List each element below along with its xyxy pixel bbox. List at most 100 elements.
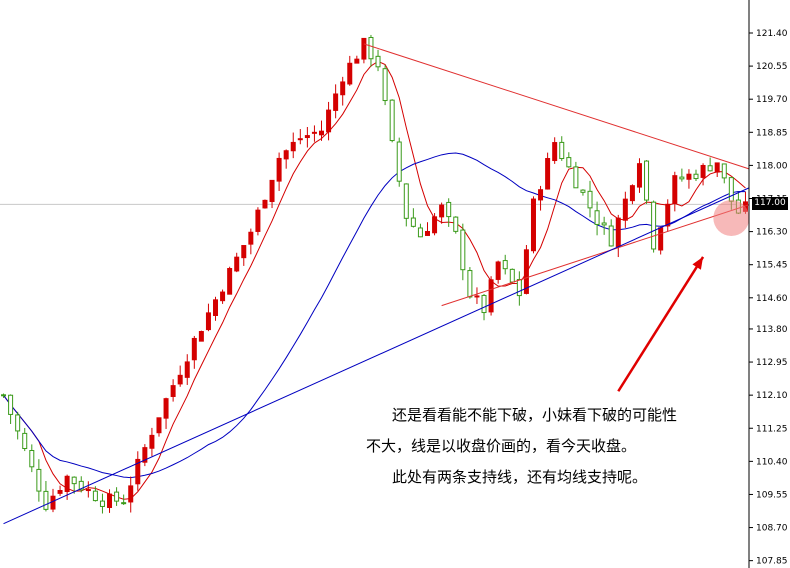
current-price-label: 117.00 — [752, 197, 788, 210]
candle-body — [417, 227, 423, 238]
candle-body — [128, 485, 134, 503]
candle-body — [382, 68, 388, 102]
candle-body — [213, 299, 219, 316]
candle-body — [559, 141, 565, 160]
candle-body — [191, 337, 197, 361]
candle-body — [714, 162, 720, 173]
candle-body — [502, 260, 508, 270]
candle-body — [545, 158, 551, 190]
candle-body — [36, 468, 42, 492]
candle-body — [319, 130, 325, 136]
candle-body — [368, 36, 374, 60]
price-tick-label: 110.40 — [756, 457, 788, 467]
candle-body — [481, 294, 487, 314]
candle-body — [177, 374, 183, 385]
candle-body — [651, 201, 657, 250]
price-tick-label: 112.10 — [756, 391, 788, 401]
candle-body — [693, 173, 699, 180]
candle-body — [700, 164, 706, 178]
candle-body — [453, 216, 459, 232]
candle-body — [269, 179, 275, 203]
price-tick-label: 107.85 — [756, 557, 788, 567]
highlight-circle — [713, 199, 750, 236]
candle-body — [672, 175, 678, 204]
candle-body — [135, 458, 141, 485]
candle-body — [375, 55, 381, 68]
price-tick-label: 121.40 — [756, 29, 788, 39]
candle-body — [644, 160, 650, 201]
candle-body — [460, 229, 466, 271]
candle-body — [622, 198, 628, 221]
candle-body — [163, 398, 169, 419]
candle-body — [523, 249, 529, 294]
candle-body — [304, 135, 310, 139]
candle-body — [43, 490, 49, 510]
candle-body — [15, 414, 21, 432]
candle-body — [92, 490, 98, 502]
candle-body — [311, 131, 317, 134]
price-tick-label: 115.45 — [756, 261, 788, 271]
candle-body — [170, 385, 176, 397]
price-tick-label: 108.70 — [756, 524, 788, 534]
candle-body — [389, 99, 395, 142]
price-tick-label: 118.00 — [756, 161, 788, 171]
candle-body — [22, 432, 28, 449]
upper-resistance-line — [363, 43, 750, 170]
candle-body — [721, 163, 727, 179]
candle-body — [347, 62, 353, 85]
arrow-shaft — [617, 256, 705, 392]
candle-body — [488, 279, 494, 313]
candle-body — [198, 331, 204, 342]
candle-body — [121, 502, 127, 505]
candle-body — [29, 449, 35, 468]
candle-body — [283, 150, 289, 160]
candle-body — [262, 199, 268, 209]
candle-body — [679, 176, 685, 180]
candle-body — [601, 222, 607, 226]
long-moving-average — [3, 152, 746, 479]
candle-body — [495, 261, 501, 280]
candle-body — [297, 138, 303, 141]
candle-body — [686, 173, 692, 180]
price-tick-label: 109.55 — [756, 490, 788, 500]
moving-averages — [3, 60, 746, 500]
candle-body — [530, 198, 536, 252]
candle-body — [728, 177, 734, 202]
price-tick-label: 114.60 — [756, 294, 788, 304]
price-tick-label: 116.30 — [756, 228, 788, 238]
price-tick-label: 112.95 — [756, 358, 788, 368]
candle-body — [8, 394, 14, 415]
price-tick-label: 118.85 — [756, 128, 788, 138]
lower-support-steep-line — [441, 204, 750, 307]
candle-body — [552, 142, 558, 162]
candle-body — [107, 493, 113, 508]
lower-support-long-line — [3, 187, 750, 525]
candle-body — [446, 201, 452, 218]
candle-body — [149, 434, 155, 449]
candle-body — [474, 295, 480, 298]
candle-body — [509, 268, 515, 283]
candle-body — [361, 37, 367, 60]
annotation-line-1: 还是看看能不能下破，小妹看下破的可能性 — [392, 406, 678, 424]
candle-body — [580, 189, 586, 193]
candle-body — [396, 141, 402, 182]
candle-body — [340, 81, 346, 96]
candle-body — [707, 165, 713, 172]
candle-body — [566, 157, 572, 168]
candle-body — [71, 476, 77, 485]
candle-body — [114, 491, 120, 502]
annotation-line-2: 不大，线是以收盘价画的，看今天收盘。 — [366, 437, 637, 455]
candle-body — [424, 230, 430, 236]
price-tick-label: 120.55 — [756, 62, 788, 72]
candle-body — [439, 204, 445, 218]
candle-body — [608, 225, 614, 247]
short-moving-average — [3, 60, 746, 500]
candle-body — [241, 245, 247, 259]
candle-body — [276, 157, 282, 182]
candle-body — [220, 291, 226, 302]
candle-body — [467, 270, 473, 298]
candle-body — [142, 447, 148, 463]
candle-body — [516, 279, 522, 297]
candle-body — [573, 166, 579, 189]
candle-body — [587, 190, 593, 209]
